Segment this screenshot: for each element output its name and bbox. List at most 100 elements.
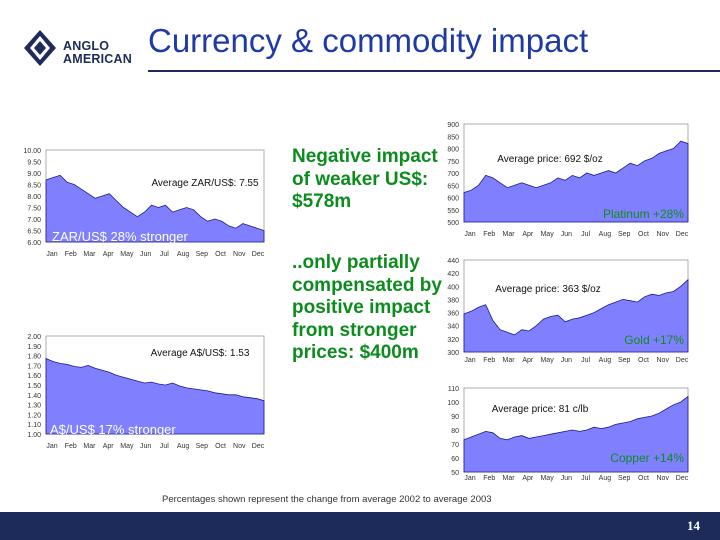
copper-x-tick-label: Jul xyxy=(581,475,590,482)
zar-us-y-tick-label: 8.00 xyxy=(27,194,41,201)
copper-x-tick-label: Mar xyxy=(503,475,516,482)
a-us-area-series xyxy=(45,357,265,435)
zar-us-x-tick-label: Oct xyxy=(215,251,226,258)
platinum-y-tick-label: 800 xyxy=(447,147,459,154)
platinum-x-tick-label: Oct xyxy=(638,231,649,238)
a-us-y-tick-label: 1.30 xyxy=(27,403,41,410)
zar-us-average-annotation: Average ZAR/US$: 7.55 xyxy=(151,178,259,189)
zar-us-x-tick-label: Jan xyxy=(46,251,57,258)
title-divider xyxy=(148,70,720,72)
zar-us-x-tick-label: Dec xyxy=(252,251,265,258)
gold-x-tick-label: Mar xyxy=(503,357,516,364)
page-number: 14 xyxy=(687,518,700,533)
a-us-y-tick-label: 2.00 xyxy=(27,334,41,341)
gold-x-tick-label: Apr xyxy=(522,357,534,364)
zar-us-y-tick-label: 6.50 xyxy=(27,229,41,236)
copper-area-series xyxy=(463,395,689,473)
platinum-x-tick-label: Jul xyxy=(581,231,590,238)
gold-x-tick-label: Aug xyxy=(599,357,612,364)
gold-area-series xyxy=(463,278,689,353)
zar-us-y-tick-label: 7.00 xyxy=(27,217,41,224)
zar-us-x-tick-label: Feb xyxy=(65,251,77,258)
copper-x-tick-label: Oct xyxy=(638,475,649,482)
zar-us-change-label: ZAR/US$ 28% stronger xyxy=(52,229,189,244)
copper-change-label: Copper +14% xyxy=(610,451,684,465)
copper-average-annotation: Average price: 81 c/lb xyxy=(492,404,589,415)
platinum-x-tick-label: May xyxy=(540,231,554,238)
copper-x-tick-label: May xyxy=(540,475,554,482)
gold-y-tick-label: 420 xyxy=(447,271,459,278)
gold-x-tick-label: Oct xyxy=(638,357,649,364)
a-us-x-tick-label: Sep xyxy=(196,443,209,450)
gold-y-tick-label: 340 xyxy=(447,324,459,331)
zar-us-x-tick-label: Sep xyxy=(196,251,209,258)
gold-x-tick-label: Jan xyxy=(464,357,475,364)
platinum-x-tick-label: Aug xyxy=(599,231,612,238)
zar-us-x-tick-label: Aug xyxy=(177,251,190,258)
platinum-y-tick-label: 700 xyxy=(447,171,459,178)
gold-x-tick-label: Jun xyxy=(561,357,572,364)
platinum-y-tick-label: 650 xyxy=(447,183,459,190)
copper-x-tick-label: Sep xyxy=(618,475,631,482)
zar-us-y-tick-label: 6.00 xyxy=(27,240,41,247)
copper-x-tick-label: Jan xyxy=(464,475,475,482)
platinum-x-tick-label: Apr xyxy=(522,231,534,238)
platinum-change-label: Platinum +28% xyxy=(603,207,684,221)
a-us-x-tick-label: Mar xyxy=(83,443,96,450)
copper-y-tick-label: 60 xyxy=(451,456,459,463)
a-us-y-tick-label: 1.60 xyxy=(27,373,41,380)
copper-x-tick-label: Aug xyxy=(599,475,612,482)
a-us-x-tick-label: Jul xyxy=(160,443,169,450)
gold-x-tick-label: Jul xyxy=(581,357,590,364)
platinum-y-tick-label: 600 xyxy=(447,196,459,203)
gold-y-tick-label: 360 xyxy=(447,311,459,318)
a-us-y-tick-label: 1.00 xyxy=(27,432,41,439)
a-us-x-tick-label: Oct xyxy=(215,443,226,450)
a-us-x-tick-label: Jun xyxy=(140,443,151,450)
zar-us-x-tick-label: Apr xyxy=(103,251,115,258)
gold-y-tick-label: 440 xyxy=(447,258,459,265)
zar-us-y-tick-label: 8.50 xyxy=(27,183,41,190)
zar-us-y-tick-label: 7.50 xyxy=(27,206,41,213)
gold-x-tick-label: Nov xyxy=(657,357,670,364)
gold-average-annotation: Average price: 363 $/oz xyxy=(495,284,600,295)
a-us-x-tick-label: Aug xyxy=(177,443,190,450)
platinum-x-tick-label: Mar xyxy=(503,231,516,238)
zar-us-x-tick-label: Jun xyxy=(140,251,151,258)
copper-y-tick-label: 70 xyxy=(451,442,459,449)
anglo-american-emblem-icon xyxy=(24,30,56,66)
platinum-y-tick-label: 750 xyxy=(447,159,459,166)
gold-y-tick-label: 300 xyxy=(447,350,459,357)
gold-y-tick-label: 400 xyxy=(447,284,459,291)
a-us-x-tick-label: Jan xyxy=(46,443,57,450)
footer-bar: 14 xyxy=(0,512,720,540)
platinum-area-series xyxy=(463,140,689,223)
a-us-x-tick-label: May xyxy=(120,443,134,450)
zar-us-area-series xyxy=(45,174,265,243)
platinum-y-tick-label: 900 xyxy=(447,122,459,129)
copper-x-tick-label: Nov xyxy=(657,475,670,482)
anglo-american-logo: ANGLO AMERICAN xyxy=(22,28,142,68)
a-us-average-annotation: Average A$/US$: 1.53 xyxy=(151,348,250,359)
platinum-x-tick-label: Feb xyxy=(483,231,495,238)
copper-y-tick-label: 110 xyxy=(448,386,459,393)
a-us-x-tick-label: Nov xyxy=(233,443,246,450)
a-us-y-tick-label: 1.10 xyxy=(27,422,41,429)
zar-us-x-tick-label: Mar xyxy=(83,251,96,258)
platinum-x-tick-label: Jan xyxy=(464,231,475,238)
platinum-y-tick-label: 550 xyxy=(447,208,459,215)
copper-y-tick-label: 90 xyxy=(451,414,459,421)
zar-us-y-tick-label: 9.00 xyxy=(27,171,41,178)
gold-change-label: Gold +17% xyxy=(624,333,684,347)
a-us-y-tick-label: 1.50 xyxy=(27,383,41,390)
gold-x-tick-label: May xyxy=(540,357,554,364)
platinum-y-tick-label: 500 xyxy=(447,220,459,227)
a-us-y-tick-label: 1.20 xyxy=(27,412,41,419)
platinum-x-tick-label: Sep xyxy=(618,231,631,238)
a-us-x-tick-label: Dec xyxy=(252,443,265,450)
gold-x-tick-label: Feb xyxy=(483,357,495,364)
a-us-y-tick-label: 1.70 xyxy=(27,363,41,370)
a-us-y-tick-label: 1.80 xyxy=(27,354,41,361)
zar-us-x-tick-label: May xyxy=(120,251,134,258)
